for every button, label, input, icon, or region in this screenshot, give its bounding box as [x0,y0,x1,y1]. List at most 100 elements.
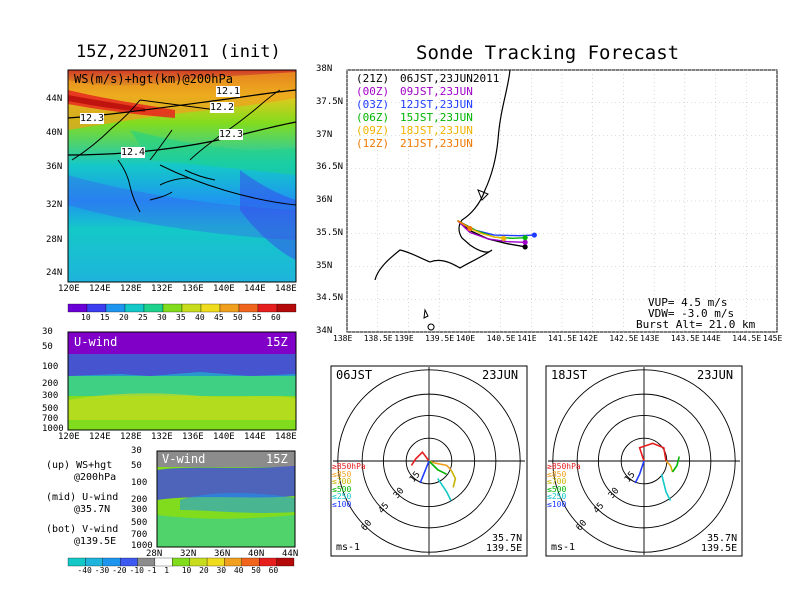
ws-colorbar-label: 10 [81,313,91,322]
v-colorbar-cell [241,557,260,567]
map-x-tick: 144E [244,284,266,294]
left-title: 15Z,22JUN2011 (init) [76,42,281,62]
ws-colorbar-cell [67,303,88,313]
track-legend-time: 06JST,23JUN2011 [400,72,500,85]
v-colorbar [67,557,295,567]
ws-colorbar-label: 35 [176,313,186,322]
map-y-tick: 36N [46,162,63,172]
u-y-tick: 1000 [42,424,64,434]
track-y-tick: 35.5N [316,227,344,238]
hodo-level-label: ≤850 [547,469,567,479]
hodo-level-label: ≤700 [547,477,567,487]
hodo-level-label: ≤250 [547,492,567,502]
u-panel-label: U-wind [74,335,118,349]
u-y-tick: 500 [42,404,59,414]
v-panel-time: 15Z [266,452,288,466]
ws-colorbar-cell [276,303,297,313]
hodo-trace [410,450,430,466]
v-colorbar-label: 40 [233,566,244,575]
track-legend-code: (09Z) [356,124,390,137]
v-y-tick: 500 [131,518,148,528]
hodo-right-time: 18JST [551,368,588,382]
track-x-tick: 138E [333,334,353,343]
hodo-trace [428,460,447,475]
v-x-tick: 44N [282,549,299,559]
v-y-tick: 1000 [131,541,153,551]
track-legend-code: (03Z) [356,98,390,111]
v-x-tick: 32N [180,549,197,559]
hodo-left-time: 06JST [336,368,373,382]
ws-colorbar-cell [200,303,221,313]
track-legend-code: (06Z) [356,111,390,124]
v-colorbar-cell [206,557,225,567]
track-endpoint [531,232,537,238]
track-y-tick: 34.5N [316,293,344,304]
ws-colorbar-label: 45 [214,313,224,322]
hodo-trace [419,460,430,484]
ws-colorbar [67,303,297,313]
track-legend-code: (12Z) [356,137,390,150]
track-x-tick: 141.5E [548,334,577,343]
track-legend-time: 15JST,23JUN [400,111,473,124]
v-colorbar-cell [102,557,121,567]
track-x-tick: 139E [394,334,414,343]
v-x-tick: 40N [248,549,265,559]
track-x-tick: 141E [517,334,537,343]
map-x-tick: 132E [151,284,173,294]
contour-label: 12.3 [80,113,105,124]
u-y-tick: 100 [42,362,59,372]
hodo-right-lon: 139.5E [701,543,738,554]
u-x-tick: 128E [120,432,142,442]
ws-colorbar-cell [238,303,259,313]
v-y-tick: 50 [131,461,142,471]
track-y-tick: 34N [316,326,333,336]
ws-map-label: WS(m/s)+hgt(km)@200hPa [74,72,233,86]
track-legend-time: 09JST,23JUN [400,85,473,98]
ws-colorbar-label: 55 [252,313,262,322]
hodo-trace [450,469,457,488]
hodo-left-lat: 35.7N [492,533,523,544]
hodo-level-label: ≥850hPa [332,462,366,471]
ws-colorbar-label: 15 [100,313,110,322]
v-colorbar-label: -10 [129,566,144,575]
contour-label: 12.3 [219,129,244,140]
track-legend-time: 18JST,23JUN [400,124,473,137]
hodo-level-label: ≤100 [547,500,567,509]
v-colorbar-label: -20 [112,566,127,575]
track-endpoint [522,244,528,250]
ws-colorbar-label: 50 [233,313,243,322]
track-endpoint [467,225,473,232]
hodo-left-lon: 139.5E [486,543,523,554]
burst-text: Burst Alt= 21.0 km [636,318,756,331]
u-x-tick: 124E [89,432,111,442]
ws-map [67,69,297,283]
u-x-tick: 148E [275,432,297,442]
v-colorbar-cell [224,557,242,567]
u-x-tick: 136E [182,432,204,442]
u-x-tick: 144E [244,432,266,442]
hodo-trace [669,465,674,473]
ws-colorbar-cell [181,303,202,313]
map-x-tick: 128E [120,284,142,294]
track-x-tick: 140E [455,334,476,343]
track-map [346,69,778,333]
note-up-1: (up) WS+hgt [46,460,113,471]
track-y-tick: 36N [316,195,333,205]
track-x-tick: 142.5E [609,334,639,343]
track-legend-time: 12JST,23JUN [400,98,473,111]
track-x-tick: 145E [763,334,783,343]
track-legend-time: 21JST,23JUN [400,137,473,150]
hodo-level-label: ≤250 [332,492,352,502]
hodo-trace [671,456,680,473]
track-y-tick: 35N [316,260,333,271]
v-colorbar-cell [172,557,190,567]
map-y-tick: 28N [46,235,63,245]
v-colorbar-cell [67,557,86,567]
track-x-tick: 143E [640,334,660,343]
hodo-trace [665,460,671,466]
note-bot-1: (bot) V-wind [46,524,119,535]
track-legend-code: (21Z) [356,72,390,85]
contour-label: 12.4 [121,147,146,158]
u-wind-panel [67,331,297,431]
